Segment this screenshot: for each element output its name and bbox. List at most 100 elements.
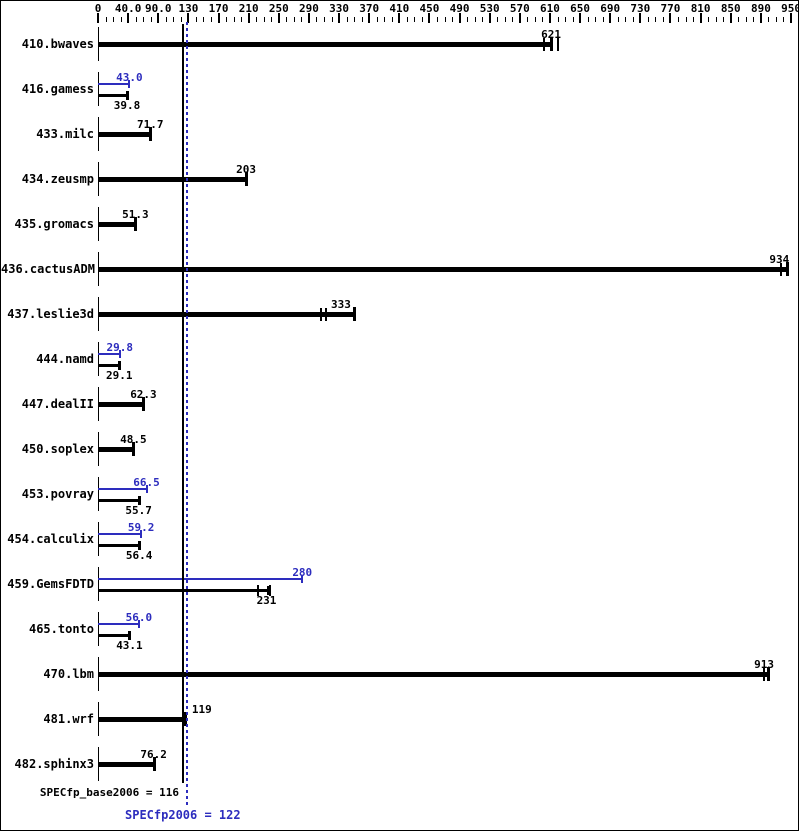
- base-bar-endcap: [353, 307, 357, 321]
- axis-minor-tick: [241, 17, 243, 22]
- axis-minor-tick: [632, 17, 634, 22]
- benchmark-label: 465.tonto: [28, 622, 94, 636]
- base-bar-endcap: [767, 667, 771, 681]
- axis-minor-tick: [105, 17, 107, 22]
- axis-major-tick: [338, 13, 341, 23]
- base-value-label: 913: [754, 658, 774, 671]
- axis-major-tick: [398, 13, 401, 23]
- peak-bar: [98, 353, 120, 355]
- axis-minor-tick: [565, 17, 567, 22]
- axis-major-tick: [579, 13, 582, 23]
- benchmark-label: 444.namd: [36, 352, 94, 366]
- peak-value-label: 43.0: [116, 71, 143, 84]
- benchmark-label: 454.calculix: [7, 532, 94, 546]
- axis-minor-tick: [135, 17, 137, 22]
- peak-value-label: 280: [292, 566, 313, 579]
- base-value-label: 621: [541, 28, 561, 41]
- base-bar-endcap: [266, 586, 270, 595]
- axis-minor-tick: [406, 17, 408, 22]
- benchmark-label: 437.leslie3d: [7, 307, 94, 321]
- peak-bar: [98, 623, 139, 625]
- benchmark-label: 470.lbm: [43, 667, 94, 681]
- base-bar: [98, 762, 154, 767]
- base-bar: [98, 42, 552, 47]
- base-value-label: 43.1: [116, 639, 143, 652]
- axis-minor-tick: [783, 17, 785, 22]
- axis-tick-label: 730: [630, 2, 651, 15]
- base-value-label: 48.5: [120, 433, 147, 446]
- axis-minor-tick: [233, 17, 235, 22]
- axis-minor-tick: [444, 17, 446, 22]
- axis-minor-tick: [316, 17, 318, 22]
- base-mean-line: [182, 24, 184, 783]
- axis-minor-tick: [436, 17, 438, 22]
- row-origin-tick: [98, 477, 99, 511]
- axis-minor-tick: [384, 17, 386, 22]
- axis-minor-tick: [226, 17, 228, 22]
- base-bar: [98, 364, 120, 367]
- peak-bar: [98, 578, 303, 580]
- axis-tick-label: 130: [178, 2, 199, 15]
- axis-tick-label: 810: [690, 2, 711, 15]
- axis-minor-tick: [263, 17, 265, 22]
- benchmark-label: 433.milc: [36, 127, 94, 141]
- axis-minor-tick: [587, 17, 589, 22]
- axis-minor-tick: [331, 17, 333, 22]
- base-value-label: 62.3: [130, 388, 157, 401]
- axis-tick-label: 890: [750, 2, 771, 15]
- axis-minor-tick: [572, 17, 574, 22]
- peak-bar-endcap: [137, 620, 140, 628]
- axis-minor-tick: [203, 17, 205, 22]
- base-bar: [98, 544, 140, 547]
- run-mark: [542, 38, 545, 51]
- axis-tick-label: 610: [540, 2, 560, 15]
- row-origin-tick: [98, 612, 99, 646]
- axis-minor-tick: [647, 17, 649, 22]
- axis-minor-tick: [173, 17, 175, 22]
- axis-major-tick: [639, 13, 642, 23]
- axis-minor-tick: [753, 17, 755, 22]
- axis-minor-tick: [678, 17, 680, 22]
- axis-minor-tick: [685, 17, 687, 22]
- axis-minor-tick: [527, 17, 529, 22]
- axis-minor-tick: [391, 17, 393, 22]
- axis-tick-label: 330: [329, 2, 349, 15]
- axis-minor-tick: [497, 17, 499, 22]
- axis-minor-tick: [421, 17, 423, 22]
- benchmark-label: 482.sphinx3: [14, 757, 94, 771]
- axis-minor-tick: [474, 17, 476, 22]
- axis-major-tick: [307, 13, 310, 23]
- benchmark-label: 459.GemsFDTD: [7, 577, 94, 591]
- axis-minor-tick: [775, 17, 777, 22]
- axis-minor-tick: [195, 17, 197, 22]
- axis-minor-tick: [617, 17, 619, 22]
- base-value-label: 56.4: [125, 549, 153, 562]
- axis-minor-tick: [595, 17, 597, 22]
- base-bar-endcap: [118, 361, 122, 370]
- axis-tick-label: 290: [298, 2, 319, 15]
- base-bar: [98, 267, 788, 272]
- axis-minor-tick: [271, 17, 273, 22]
- axis-tick-label: 0: [94, 2, 102, 15]
- axis-minor-tick: [113, 17, 115, 22]
- axis-minor-tick: [715, 17, 717, 22]
- run-mark: [256, 585, 259, 596]
- peak-bar-endcap: [145, 485, 148, 493]
- base-bar-endcap: [245, 172, 249, 186]
- axis-major-tick: [488, 13, 491, 23]
- benchmark-label: 416.gamess: [21, 82, 94, 96]
- peak-value-label: 56.0: [125, 611, 153, 624]
- axis-minor-tick: [361, 17, 363, 22]
- axis-minor-tick: [557, 17, 559, 22]
- base-bar-endcap: [138, 541, 142, 550]
- axis-major-tick: [97, 13, 99, 23]
- axis-tick-label: 850: [720, 2, 741, 15]
- base-summary-text: SPECfp_base2006 = 116: [39, 786, 179, 799]
- base-bar: [98, 94, 128, 97]
- axis-minor-tick: [482, 17, 484, 22]
- axis-tick-label: 770: [660, 2, 681, 15]
- run-mark: [325, 308, 328, 321]
- base-value-label: 333: [330, 298, 351, 311]
- peak-bar-endcap: [140, 530, 143, 538]
- axis-minor-tick: [354, 17, 356, 22]
